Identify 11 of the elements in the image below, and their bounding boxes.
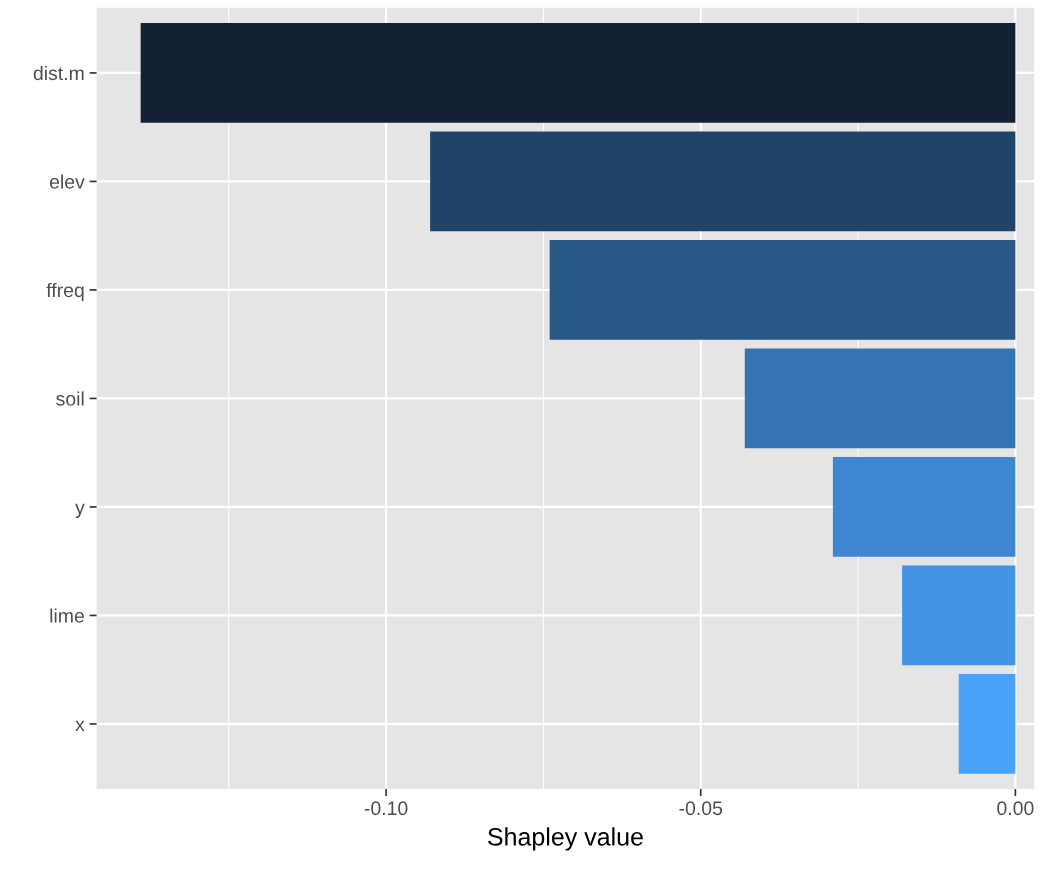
- y-tick-label: x: [75, 720, 85, 731]
- x-tick-label: -0.05: [679, 801, 723, 816]
- x-tick-label: -0.10: [364, 801, 408, 816]
- y-tick-label: lime: [50, 608, 84, 623]
- y-tick-label: y: [75, 503, 85, 519]
- y-tick-label: dist.m: [33, 65, 84, 81]
- y-tick-label: ffreq: [46, 282, 84, 302]
- y-tick-label: soil: [56, 391, 84, 406]
- x-tick-label: 0.00: [997, 801, 1034, 816]
- y-tick-label: elev: [49, 174, 85, 189]
- x-axis-title: Shapley value: [488, 827, 643, 851]
